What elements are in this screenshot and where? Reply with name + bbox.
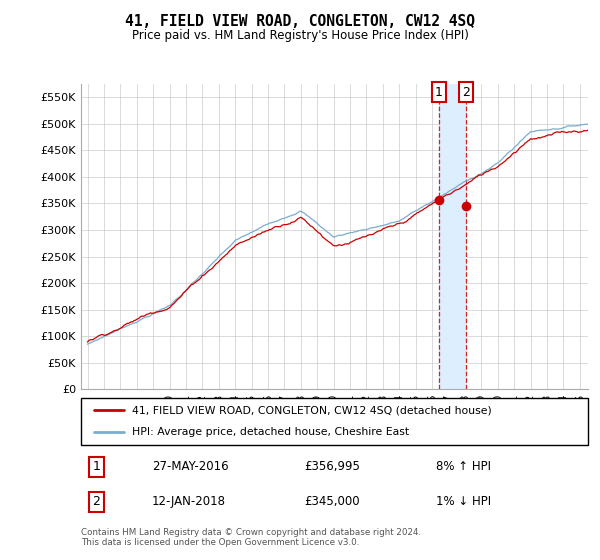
Text: 1: 1	[435, 86, 443, 99]
Text: 1% ↓ HPI: 1% ↓ HPI	[436, 496, 491, 508]
Text: 27-MAY-2016: 27-MAY-2016	[152, 460, 229, 473]
Text: Price paid vs. HM Land Registry's House Price Index (HPI): Price paid vs. HM Land Registry's House …	[131, 29, 469, 42]
Text: 2: 2	[92, 496, 100, 508]
Text: 41, FIELD VIEW ROAD, CONGLETON, CW12 4SQ (detached house): 41, FIELD VIEW ROAD, CONGLETON, CW12 4SQ…	[132, 405, 491, 416]
Bar	[439, 84, 466, 389]
Text: 41, FIELD VIEW ROAD, CONGLETON, CW12 4SQ: 41, FIELD VIEW ROAD, CONGLETON, CW12 4SQ	[125, 14, 475, 29]
Text: £345,000: £345,000	[304, 496, 360, 508]
Text: Contains HM Land Registry data © Crown copyright and database right 2024.
This d: Contains HM Land Registry data © Crown c…	[81, 528, 421, 547]
Text: 12-JAN-2018: 12-JAN-2018	[152, 496, 226, 508]
Text: HPI: Average price, detached house, Cheshire East: HPI: Average price, detached house, Ches…	[132, 427, 409, 437]
Text: 1: 1	[92, 460, 100, 473]
Text: 2: 2	[461, 86, 470, 99]
FancyBboxPatch shape	[81, 398, 588, 445]
Text: £356,995: £356,995	[304, 460, 360, 473]
Text: 8% ↑ HPI: 8% ↑ HPI	[436, 460, 491, 473]
